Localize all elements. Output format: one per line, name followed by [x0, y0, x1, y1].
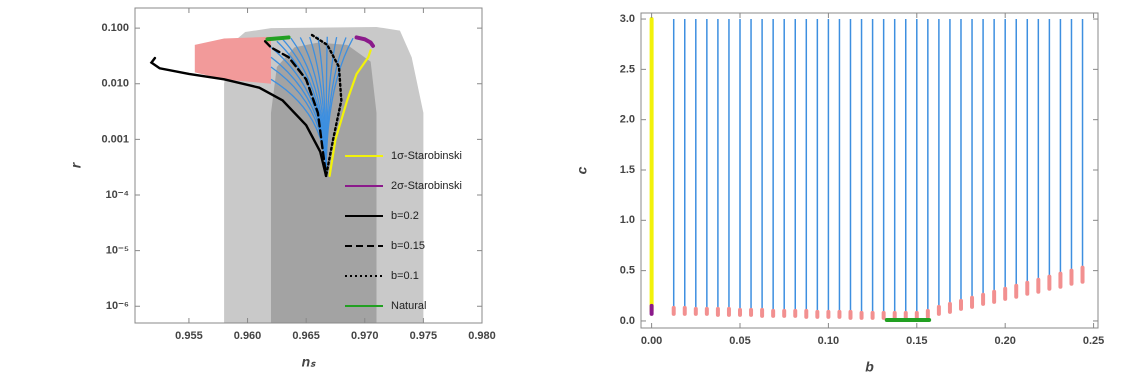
- x-tick-label: 0.965: [292, 330, 320, 342]
- fan-line: [325, 37, 354, 176]
- x-tick-label: 0.970: [351, 330, 379, 342]
- x-axis-label: b: [865, 359, 874, 375]
- frame: [640, 12, 1099, 329]
- series-line: [354, 35, 375, 48]
- y-tick-label: 3.0: [620, 13, 635, 25]
- legend-label: b=0.15: [391, 240, 425, 252]
- y-tick-label: 0.0: [620, 315, 635, 327]
- x-tick-label: 0.980: [468, 330, 496, 342]
- y-tick-label: 2.5: [620, 63, 635, 75]
- y-tick-label: 1.5: [620, 164, 635, 176]
- series-line: [310, 33, 343, 178]
- x-tick-label: 0.25: [1083, 335, 1104, 347]
- plot-area: [649, 17, 1085, 322]
- x-tick-label: 0.975: [410, 330, 438, 342]
- y-tick-label: 0.100: [101, 22, 129, 34]
- legend-label: Natural: [391, 300, 426, 312]
- y-tick-label: 10⁻⁶: [106, 300, 129, 312]
- region: [194, 36, 271, 84]
- y-tick-label: 2.0: [620, 114, 635, 126]
- region: [270, 42, 377, 323]
- y-tick-label: 0.010: [101, 78, 129, 90]
- series-line: [265, 35, 291, 42]
- y-tick-label: 0.5: [620, 265, 635, 277]
- series-line: [149, 56, 328, 178]
- y-axis-label: r: [68, 161, 84, 168]
- x-tick-label: 0.20: [994, 335, 1015, 347]
- x-tick-label: 0.15: [906, 335, 927, 347]
- legend-label: b=0.2: [391, 210, 419, 222]
- y-tick-label: 10⁻⁵: [106, 245, 129, 257]
- frame: [134, 7, 483, 324]
- plot-area: [149, 26, 424, 323]
- y-axis-label: c: [574, 166, 590, 174]
- x-axis-label: nₛ: [302, 354, 317, 370]
- y-tick-label: 1.0: [620, 214, 635, 226]
- x-tick-label: 0.960: [234, 330, 262, 342]
- x-tick-label: 0.00: [641, 335, 662, 347]
- legend-label: 2σ-Starobinski: [391, 180, 462, 192]
- series-line: [328, 49, 372, 178]
- series-line: [263, 40, 328, 178]
- y-tick-label: 0.001: [101, 133, 129, 145]
- x-tick-label: 0.05: [729, 335, 750, 347]
- legend-label: 1σ-Starobinski: [391, 150, 462, 162]
- x-tick-label: 0.10: [818, 335, 839, 347]
- y-tick-label: 10⁻⁴: [106, 189, 129, 201]
- legend-label: b=0.1: [391, 270, 419, 282]
- x-tick-label: 0.955: [175, 330, 203, 342]
